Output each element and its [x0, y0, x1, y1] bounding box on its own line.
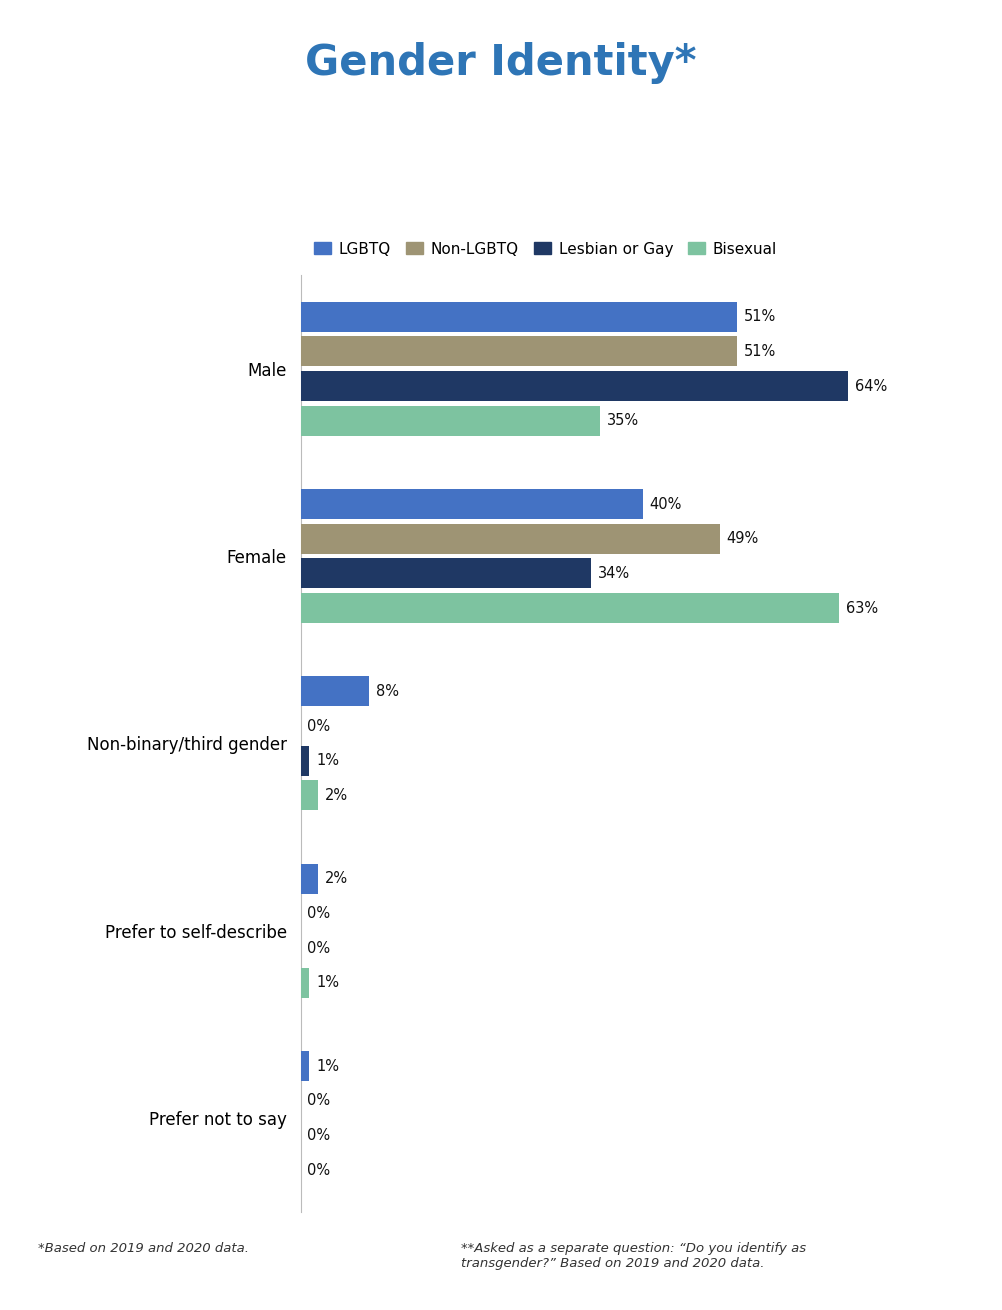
Text: 0%: 0% [308, 719, 331, 734]
Bar [301, 406, 600, 436]
Text: 40%: 40% [649, 496, 681, 512]
Bar [301, 968, 310, 998]
Legend: LGBTQ, Non-LGBTQ, Lesbian or Gay, Bisexual: LGBTQ, Non-LGBTQ, Lesbian or Gay, Bisexu… [309, 236, 784, 263]
Text: 0%: 0% [308, 1162, 331, 1178]
Text: 34%: 34% [598, 566, 630, 580]
Text: *Based on 2019 and 2020 data.: *Based on 2019 and 2020 data. [38, 1242, 249, 1255]
Bar [301, 301, 736, 331]
Text: 1%: 1% [316, 1058, 339, 1074]
Text: 0%: 0% [308, 1094, 331, 1108]
Text: 1%: 1% [316, 975, 339, 990]
Text: 63%: 63% [846, 600, 878, 616]
Text: 0%: 0% [308, 941, 331, 955]
Text: Gender Identity*: Gender Identity* [306, 42, 696, 84]
Text: 0%: 0% [308, 1128, 331, 1142]
Bar [301, 676, 369, 706]
Bar [301, 593, 840, 624]
Text: 8%: 8% [376, 684, 399, 700]
Text: 51%: 51% [743, 309, 776, 325]
Bar [301, 745, 310, 776]
Bar [301, 371, 848, 401]
Text: 64%: 64% [855, 379, 887, 393]
Bar [301, 1051, 310, 1081]
Text: 35%: 35% [606, 413, 639, 428]
Bar [301, 489, 642, 519]
Text: 2%: 2% [325, 871, 348, 887]
Text: 49%: 49% [726, 532, 759, 546]
Text: LGBTQ buyers and sellers are more likely to self-describe as male
than as female: LGBTQ buyers and sellers are more likely… [58, 69, 631, 190]
Text: **Asked as a separate question: “Do you identify as
transgender?” Based on 2019 : **Asked as a separate question: “Do you … [461, 1242, 806, 1269]
Bar [301, 524, 719, 554]
Text: 2%: 2% [325, 787, 348, 803]
Text: 51%: 51% [743, 345, 776, 359]
Text: 0%: 0% [308, 907, 331, 921]
Bar [301, 863, 318, 893]
Bar [301, 558, 591, 588]
Bar [301, 337, 736, 367]
Text: 1%: 1% [316, 753, 339, 768]
Bar [301, 781, 318, 811]
